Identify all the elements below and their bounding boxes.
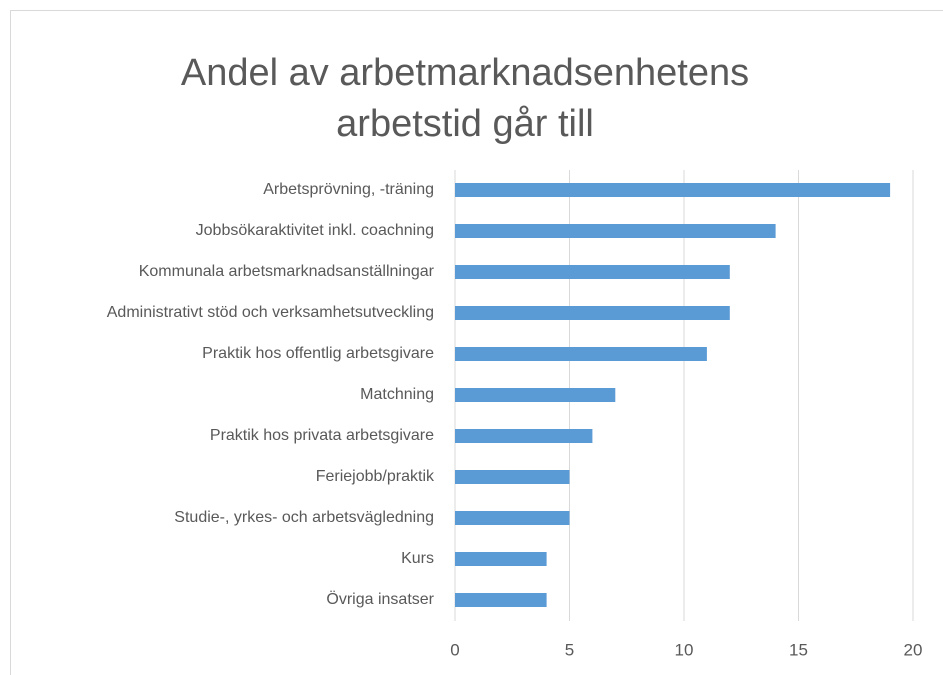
y-tick-label: Kurs — [401, 550, 434, 567]
bar — [455, 347, 707, 361]
bar — [455, 265, 730, 279]
bar — [455, 593, 547, 607]
y-tick-label: Administrativt stöd och verksamhetsutvec… — [107, 304, 434, 321]
bar — [455, 224, 776, 238]
chart-title: arbetstid går till — [336, 103, 594, 145]
chart-title: Andel av arbetmarknadsenhetens — [181, 52, 749, 94]
bar — [455, 470, 570, 484]
x-tick-label: 20 — [904, 640, 923, 659]
y-tick-label: Övriga insatser — [326, 590, 434, 608]
bar — [455, 183, 891, 197]
y-tick-label: Feriejobb/praktik — [316, 468, 435, 485]
bar — [455, 306, 730, 320]
bar — [455, 388, 616, 402]
y-tick-label: Arbetsprövning, -träning — [263, 181, 434, 198]
x-tick-label: 0 — [450, 640, 459, 659]
y-tick-label: Jobbsökaraktivitet inkl. coachning — [196, 222, 434, 239]
bar — [455, 552, 547, 566]
y-tick-label: Matchning — [360, 386, 434, 403]
x-tick-label: 15 — [789, 640, 808, 659]
y-tick-label: Praktik hos offentlig arbetsgivare — [202, 345, 434, 362]
x-tick-label: 5 — [565, 640, 574, 659]
bar — [455, 511, 570, 525]
x-tick-label: 10 — [675, 640, 694, 659]
y-tick-label: Studie-, yrkes- och arbetsvägledning — [174, 509, 434, 526]
y-tick-label: Kommunala arbetsmarknadsanställningar — [139, 263, 435, 280]
bar — [455, 429, 593, 443]
y-tick-label: Praktik hos privata arbetsgivare — [210, 427, 434, 444]
